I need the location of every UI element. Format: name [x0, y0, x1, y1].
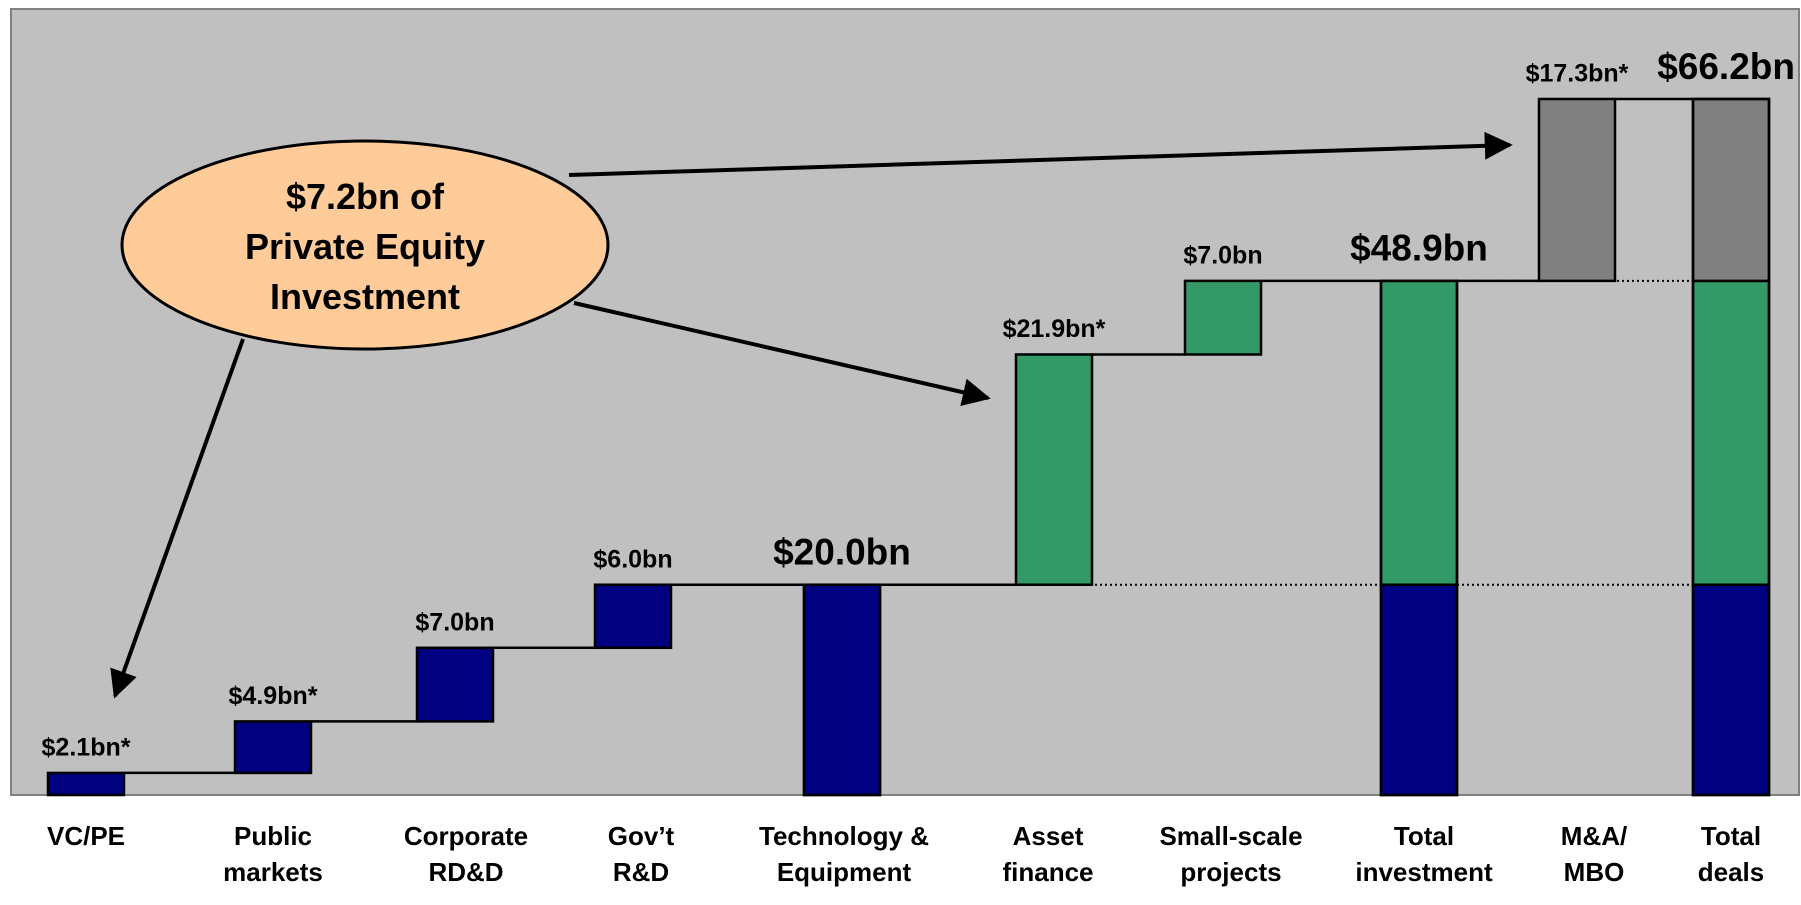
- annotation-bubble: [120, 139, 610, 351]
- value-label: $7.0bn: [415, 608, 494, 636]
- annotation-line: Investment: [270, 276, 460, 317]
- bar: [1183, 279, 1263, 356]
- category-label: Asset finance: [1002, 821, 1094, 887]
- total-segment: [1691, 97, 1771, 283]
- value-label: $6.0bn: [593, 545, 672, 573]
- value-label: $7.0bn: [1183, 241, 1262, 269]
- bar: [415, 646, 495, 723]
- plot-area: [10, 8, 1800, 796]
- total-segment: [1379, 583, 1459, 797]
- total-segment: [1379, 279, 1459, 586]
- category-label: Small-scale projects: [1159, 821, 1303, 887]
- value-label: $17.3bn*: [1526, 60, 1629, 88]
- total-label: $20.0bn: [773, 532, 911, 573]
- total-label: $66.2bn: [1657, 46, 1795, 87]
- total-segment: [802, 583, 882, 797]
- bar: [1537, 97, 1617, 283]
- bar: [593, 583, 673, 650]
- bar: [46, 771, 126, 797]
- annotation-arrow: [110, 338, 245, 699]
- total-segment: [1691, 279, 1771, 586]
- bar: [1014, 353, 1094, 586]
- value-label: $21.9bn*: [1003, 315, 1106, 343]
- total-segment: [1691, 583, 1771, 797]
- total-label: $48.9bn: [1350, 228, 1488, 269]
- category-label: VC/PE: [46, 821, 126, 851]
- annotation: $7.2bn of Private Equity Investment: [245, 176, 485, 317]
- annotation-arrow: [568, 131, 1513, 177]
- total-bar: [802, 583, 882, 797]
- category-label: Corporate RD&D: [403, 821, 529, 887]
- value-label: $2.1bn*: [42, 734, 131, 762]
- total-bar: [1379, 279, 1459, 797]
- annotation-arrow: [573, 301, 991, 407]
- category-label: Total investment: [1355, 821, 1493, 887]
- total-bar: [1691, 97, 1771, 797]
- annotation-line: $7.2bn of: [286, 176, 445, 217]
- category-label: Total deals: [1697, 821, 1765, 887]
- value-label: $4.9bn*: [229, 682, 318, 710]
- category-label: Gov’t R&D: [607, 821, 675, 887]
- category-label: Technology & Equipment: [759, 821, 929, 887]
- bar: [233, 720, 313, 775]
- annotation-line: Private Equity: [245, 226, 485, 267]
- category-label: M&A/ MBO: [1560, 821, 1628, 887]
- category-label: Public markets: [223, 821, 323, 887]
